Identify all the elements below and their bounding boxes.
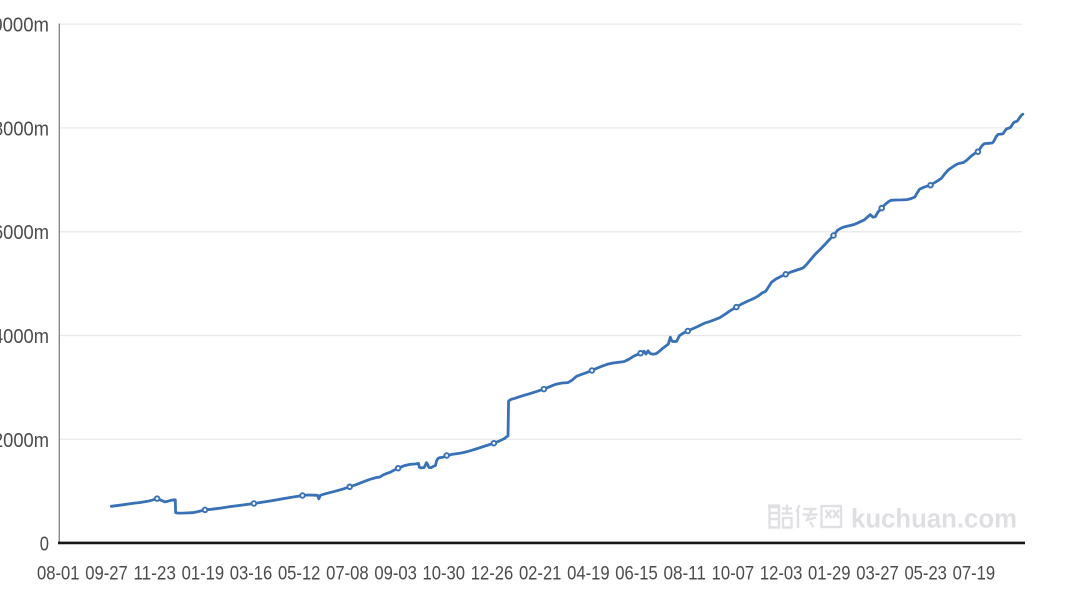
svg-text:07-19: 07-19 (953, 564, 996, 585)
svg-text:04-19: 04-19 (567, 564, 610, 585)
svg-text:09-27: 09-27 (85, 564, 128, 585)
svg-text:4000m: 4000m (0, 325, 49, 348)
svg-text:02-21: 02-21 (519, 564, 562, 585)
svg-text:09-03: 09-03 (374, 564, 417, 585)
svg-text:03-16: 03-16 (230, 564, 273, 585)
svg-text:01-19: 01-19 (182, 564, 225, 585)
svg-text:6000m: 6000m (0, 221, 49, 244)
svg-text:12-26: 12-26 (471, 564, 514, 585)
svg-text:08-11: 08-11 (663, 564, 706, 585)
svg-text:kuchuan.com: kuchuan.com (851, 504, 1017, 534)
svg-text:06-15: 06-15 (615, 564, 658, 585)
svg-text:8000m: 8000m (0, 118, 49, 141)
svg-text:0: 0 (40, 533, 49, 556)
svg-text:01-29: 01-29 (808, 564, 851, 585)
svg-text:05-23: 05-23 (904, 564, 947, 585)
svg-text:08-01: 08-01 (37, 564, 80, 585)
svg-text:03-27: 03-27 (856, 564, 899, 585)
svg-text:2000m: 2000m (0, 429, 49, 452)
svg-text:10000m: 10000m (0, 14, 49, 37)
svg-text:11-23: 11-23 (133, 564, 176, 585)
svg-text:05-12: 05-12 (278, 564, 321, 585)
svg-text:07-08: 07-08 (326, 564, 369, 585)
svg-text:10-30: 10-30 (423, 564, 466, 585)
svg-text:12-03: 12-03 (760, 564, 803, 585)
svg-text:10-07: 10-07 (712, 564, 755, 585)
